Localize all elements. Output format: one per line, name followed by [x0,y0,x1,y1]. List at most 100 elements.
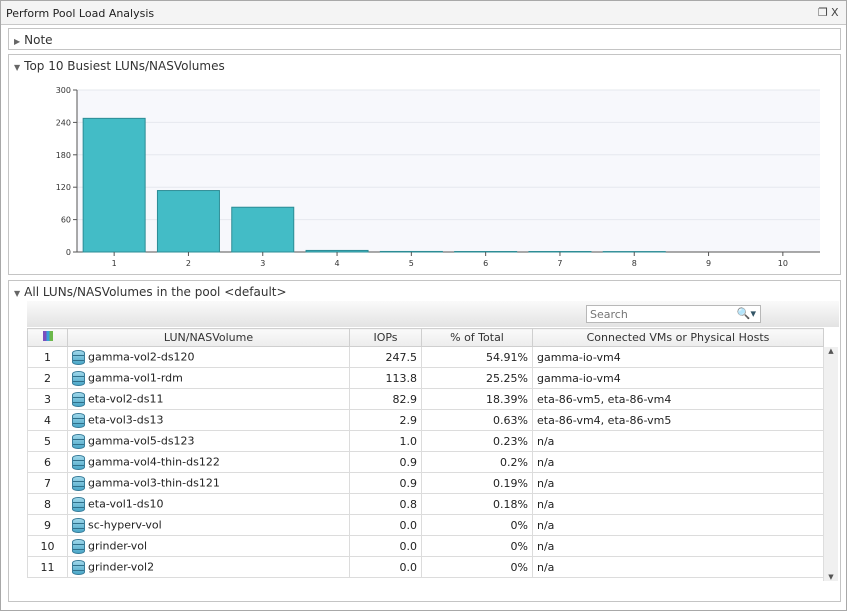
pct-cell: 0.18% [421,493,533,515]
table-row[interactable]: 5 gamma-vol5-ds123 1.0 0.23% n/a [27,430,824,452]
pct-cell: 0% [421,514,533,536]
row-number: 5 [27,430,68,452]
x-tick-label: 7 [557,259,562,268]
title-bar: Perform Pool Load Analysis ❐ X [1,1,846,25]
lun-name: eta-vol2-ds11 [88,392,164,405]
bar [305,249,369,253]
column-header-name[interactable]: LUN/NASVolume [67,328,350,347]
search-box[interactable]: 🔍▾ [586,305,761,323]
table-row[interactable]: 11 grinder-vol2 0.0 0% n/a [27,556,824,578]
window-title: Perform Pool Load Analysis [6,7,155,20]
pct-cell: 0.63% [421,409,533,431]
iops-cell: 0.8 [349,493,422,515]
x-tick-label: 10 [778,259,788,268]
lun-name: grinder-vol [88,539,148,552]
lun-name-cell[interactable]: sc-hyperv-vol [67,514,350,536]
note-panel: ▶ Note [8,28,841,50]
iops-cell: 113.8 [349,367,422,389]
pct-cell: 18.39% [421,388,533,410]
close-button[interactable]: X [831,6,839,19]
table-row[interactable]: 6 gamma-vol4-thin-ds122 0.9 0.2% n/a [27,451,824,473]
chart-panel-toggle[interactable]: ▼ Top 10 Busiest LUNs/NASVolumes [14,59,225,73]
vertical-scrollbar[interactable]: ▲ ▼ [823,347,838,581]
bar [231,206,295,253]
lun-name: eta-vol3-ds13 [88,413,164,426]
expand-triangle-icon: ▶ [14,37,21,46]
lun-name-cell[interactable]: gamma-vol2-ds120 [67,346,350,368]
lun-name: gamma-vol5-ds123 [88,434,195,447]
lun-name: eta-vol1-ds10 [88,497,164,510]
hosts-cell: gamma-io-vm4 [532,367,824,389]
scroll-down-icon[interactable]: ▼ [828,573,834,581]
iops-cell: 247.5 [349,346,422,368]
scroll-up-icon[interactable]: ▲ [828,347,834,355]
x-tick-label: 6 [483,259,488,268]
database-icon [72,433,85,449]
table-row[interactable]: 8 eta-vol1-ds10 0.8 0.18% n/a [27,493,824,515]
search-icon[interactable]: 🔍▾ [736,307,756,320]
bar [379,250,443,253]
lun-name: gamma-vol3-thin-ds121 [88,476,220,489]
database-icon [72,412,85,428]
table-panel-label: All LUNs/NASVolumes in the pool <default… [24,285,287,299]
hosts-cell: eta-86-vm4, eta-86-vm5 [532,409,824,431]
y-tick-label: 60 [61,216,71,225]
table-panel-toggle[interactable]: ▼ All LUNs/NASVolumes in the pool <defaul… [14,285,287,299]
table-row[interactable]: 7 gamma-vol3-thin-ds121 0.9 0.19% n/a [27,472,824,494]
table-row[interactable]: 1 gamma-vol2-ds120 247.5 54.91% gamma-io… [27,346,824,368]
iops-cell: 0.9 [349,472,422,494]
hosts-cell: n/a [532,472,824,494]
collapse-triangle-icon: ▼ [14,63,21,72]
column-header-pct[interactable]: % of Total [421,328,533,347]
table-row[interactable]: 10 grinder-vol 0.0 0% n/a [27,535,824,557]
y-tick-label: 0 [66,248,71,257]
bar-chart: 0 60 120 180 240 300 1 2 3 4 5 6 7 8 9 10 [56,86,820,268]
iops-cell: 1.0 [349,430,422,452]
bar [82,117,146,253]
pct-cell: 0.19% [421,472,533,494]
y-tick-label: 300 [56,86,71,95]
row-number: 4 [27,409,68,431]
column-header-chart[interactable] [27,328,68,347]
note-toggle[interactable]: ▶ Note [14,33,53,47]
lun-name-cell[interactable]: grinder-vol [67,535,350,557]
row-number: 6 [27,451,68,473]
x-tick-label: 1 [112,259,117,268]
database-icon [72,496,85,512]
chart-panel-label: Top 10 Busiest LUNs/NASVolumes [24,59,225,73]
iops-cell: 2.9 [349,409,422,431]
column-header-hosts[interactable]: Connected VMs or Physical Hosts [532,328,824,347]
lun-name-cell[interactable]: gamma-vol3-thin-ds121 [67,472,350,494]
chart-panel: ▼ Top 10 Busiest LUNs/NASVolumes 0 60 120 18… [8,54,841,275]
row-number: 3 [27,388,68,410]
row-number: 7 [27,472,68,494]
chart-columns-icon [42,331,53,341]
table-row[interactable]: 2 gamma-vol1-rdm 113.8 25.25% gamma-io-v… [27,367,824,389]
restore-icon[interactable]: ❐ [818,6,828,19]
lun-name-cell[interactable]: gamma-vol1-rdm [67,367,350,389]
hosts-cell: n/a [532,514,824,536]
row-number: 8 [27,493,68,515]
lun-name-cell[interactable]: eta-vol3-ds13 [67,409,350,431]
hosts-cell: eta-86-vm5, eta-86-vm4 [532,388,824,410]
lun-name-cell[interactable]: grinder-vol2 [67,556,350,578]
column-header-iops[interactable]: IOPs [349,328,422,347]
search-input[interactable] [587,306,727,322]
pct-cell: 0.23% [421,430,533,452]
database-icon [72,349,85,365]
table-row[interactable]: 9 sc-hyperv-vol 0.0 0% n/a [27,514,824,536]
database-icon [72,517,85,533]
lun-name-cell[interactable]: eta-vol2-ds11 [67,388,350,410]
database-icon [72,370,85,386]
pct-cell: 0% [421,556,533,578]
lun-name-cell[interactable]: eta-vol1-ds10 [67,493,350,515]
pct-cell: 0.2% [421,451,533,473]
y-tick-label: 240 [56,118,71,127]
iops-cell: 0.0 [349,514,422,536]
lun-name-cell[interactable]: gamma-vol4-thin-ds122 [67,451,350,473]
table-row[interactable]: 4 eta-vol3-ds13 2.9 0.63% eta-86-vm4, et… [27,409,824,431]
x-tick-label: 8 [632,259,637,268]
y-tick-label: 180 [56,151,71,160]
table-row[interactable]: 3 eta-vol2-ds11 82.9 18.39% eta-86-vm5, … [27,388,824,410]
lun-name-cell[interactable]: gamma-vol5-ds123 [67,430,350,452]
